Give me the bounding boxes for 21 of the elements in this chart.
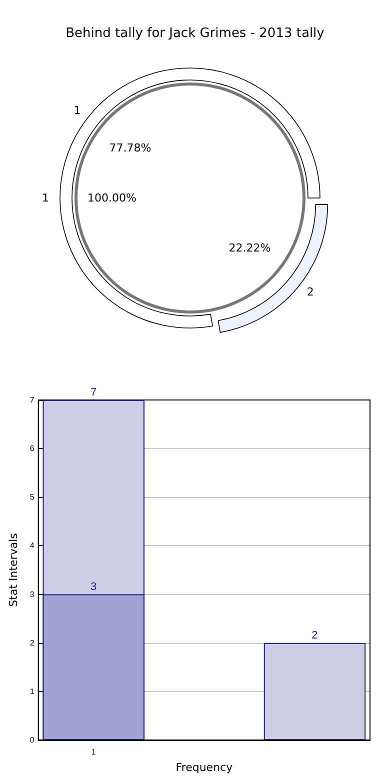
x-axis-title: Frequency [176,761,234,774]
y-tick-label: 5 [30,492,35,502]
data-label: 2 [312,629,318,642]
y-axis-title: Stat Intervals [7,532,20,607]
slice-label: 1 [42,192,49,204]
slice-label: 2 [306,285,314,298]
data-label: 3 [90,580,97,593]
y-tick-label: 0 [30,736,35,744]
y-tick-label: 7 [30,396,35,404]
bar [264,642,366,740]
data-label: 100.00% [88,192,136,204]
chart-title: Behind tally for Jack Grimes - 2013 tally [66,26,325,41]
y-tick-label: 1 [30,686,35,696]
data-label: 77.78% [109,141,152,154]
data-label: 7 [90,386,97,398]
y-tick-label: 6 [30,444,35,454]
y-tick-label: 3 [30,590,35,599]
y-tick-label: 2 [30,638,35,648]
y-tick-label: 4 [30,541,35,550]
data-label: 22.22% [228,242,271,255]
slice-label: 1 [74,104,81,118]
